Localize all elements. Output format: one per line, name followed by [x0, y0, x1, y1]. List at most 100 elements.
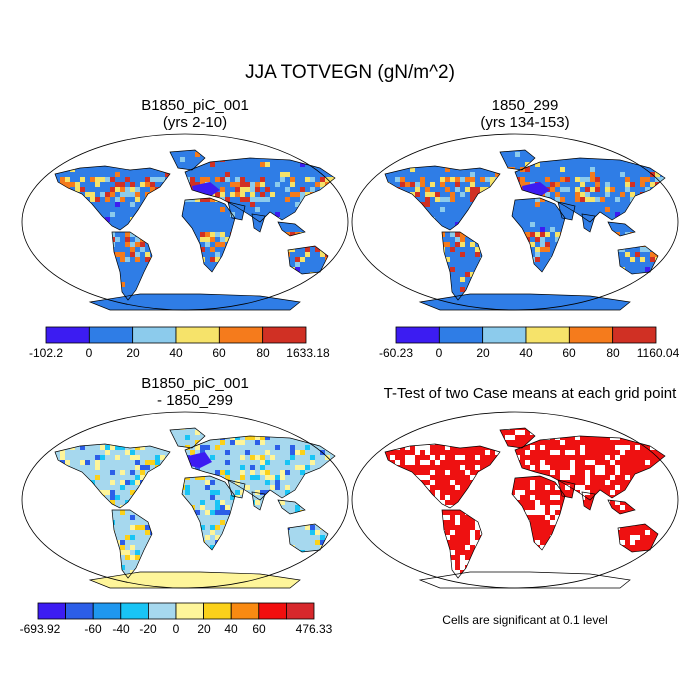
- coastline: [227, 201, 246, 221]
- cb-bl-label: -693.92: [19, 622, 61, 636]
- coastline: [441, 231, 483, 301]
- coastline: [181, 197, 236, 273]
- colorbar-swatch: [132, 326, 177, 344]
- cb-bl-label: 20: [197, 622, 211, 636]
- colorbar-swatch: [218, 326, 264, 344]
- colorbar-swatch: [175, 326, 220, 344]
- cb-bl-label: 60: [252, 622, 266, 636]
- coastline: [251, 213, 266, 233]
- cb-bl-label: -20: [139, 622, 157, 636]
- cb-tr-label: 1160.04: [636, 346, 680, 360]
- map-bottom-left: [21, 411, 349, 589]
- coastline: [511, 197, 566, 273]
- cb-tl-label: 80: [256, 346, 270, 360]
- panel-title-top-right-line2: (yrs 134-153): [480, 114, 570, 131]
- cb-tr-label: 0: [435, 346, 443, 360]
- coastline: [184, 157, 336, 223]
- coastline: [111, 231, 153, 301]
- colorbar-swatch: [120, 602, 149, 620]
- panel-title-bottom-right: T-Test of two Case means at each grid po…: [350, 385, 700, 402]
- panel-title-bottom-left-line1: B1850_piC_001: [141, 375, 249, 392]
- coastline: [617, 523, 659, 553]
- coastline: [181, 475, 236, 551]
- colorbar-swatch: [525, 326, 570, 344]
- map-top-left: [21, 133, 349, 311]
- cb-tr-label: 40: [519, 346, 533, 360]
- cb-bl-label: 476.33: [295, 622, 333, 636]
- colorbar-swatch: [438, 326, 484, 344]
- coastline: [111, 509, 153, 579]
- coastline: [581, 491, 596, 511]
- coastline: [384, 165, 501, 231]
- cb-bl-label: 0: [172, 622, 180, 636]
- coastline: [227, 479, 246, 499]
- coastline: [499, 427, 536, 449]
- colorbar-swatch: [203, 602, 232, 620]
- colorbar-bottom-left-labels: -693.92 -60 -40 -20 0 20 40 60 476.33: [20, 622, 333, 638]
- coastline: [441, 509, 483, 579]
- coastline: [54, 165, 171, 231]
- map-frame: [351, 411, 679, 589]
- colorbar-top-right: [395, 326, 657, 344]
- coastline: [607, 499, 636, 515]
- panel-title-bottom-left: B1850_piC_001 - 1850_299: [40, 375, 350, 409]
- colorbar-swatch: [148, 602, 177, 620]
- colorbar-swatch: [262, 326, 307, 344]
- colorbar-top-left-labels: -102.2 0 20 40 60 80 1633.18: [29, 346, 330, 362]
- cb-tl-label: 20: [126, 346, 140, 360]
- coastline: [511, 475, 566, 551]
- coastline: [514, 435, 666, 501]
- coastline: [418, 571, 631, 589]
- coastline: [88, 293, 301, 311]
- cb-tl-label: 60: [212, 346, 226, 360]
- cb-tr-label: -60.23: [378, 346, 414, 360]
- coastline: [287, 245, 329, 275]
- colorbar-swatch: [285, 602, 315, 620]
- coastline: [384, 443, 501, 509]
- cb-bl-label: 40: [224, 622, 238, 636]
- map-frame: [21, 411, 349, 589]
- cb-tr-label: 60: [562, 346, 576, 360]
- panel-title-bottom-right-line1: T-Test of two Case means at each grid po…: [383, 385, 677, 402]
- coastline: [169, 149, 206, 171]
- coastline: [169, 427, 206, 449]
- coastline: [251, 491, 266, 511]
- figure-title: JJA TOTVEGN (gN/m^2): [245, 62, 455, 83]
- coastline: [581, 213, 596, 233]
- coastline: [617, 245, 659, 275]
- colorbar-swatch: [45, 326, 90, 344]
- panel-title-top-right: 1850_299 (yrs 134-153): [370, 97, 680, 131]
- coastline: [418, 293, 631, 311]
- cb-tl-label: 40: [169, 346, 183, 360]
- colorbar-swatch: [37, 602, 67, 620]
- map-frame: [21, 133, 349, 311]
- colorbar-swatch: [88, 326, 134, 344]
- cb-tl-label: 1633.18: [286, 346, 330, 360]
- colorbar-top-right-labels: -60.23 0 20 40 60 80 1160.04: [379, 346, 679, 362]
- significance-note: Cells are significant at 0.1 level: [442, 613, 608, 627]
- colorbar-swatch: [612, 326, 657, 344]
- panel-title-top-left-line2: (yrs 2-10): [162, 114, 228, 131]
- colorbar-swatch: [395, 326, 440, 344]
- cb-tl-label: -102.2: [28, 346, 64, 360]
- cb-bl-label: -40: [112, 622, 130, 636]
- colorbar-swatch: [65, 602, 94, 620]
- coastline: [54, 443, 171, 509]
- map-bottom-right: [351, 411, 679, 589]
- coastline: [557, 201, 576, 221]
- cb-tr-label: 80: [606, 346, 620, 360]
- coastline: [88, 571, 301, 589]
- colorbar-swatch: [482, 326, 527, 344]
- cb-tr-label: 20: [476, 346, 490, 360]
- colorbar-top-left: [45, 326, 307, 344]
- coastline: [499, 149, 536, 171]
- coastline: [557, 479, 576, 499]
- map-top-right: [351, 133, 679, 311]
- panel-title-bottom-left-line2: - 1850_299: [157, 392, 233, 409]
- colorbar-swatch: [258, 602, 287, 620]
- coastline: [514, 157, 666, 223]
- panel-title-top-left: B1850_piC_001 (yrs 2-10): [40, 97, 350, 131]
- colorbar-bottom-left: [37, 602, 315, 620]
- panel-title-top-right-line1: 1850_299: [491, 97, 559, 114]
- colorbar-swatch: [568, 326, 614, 344]
